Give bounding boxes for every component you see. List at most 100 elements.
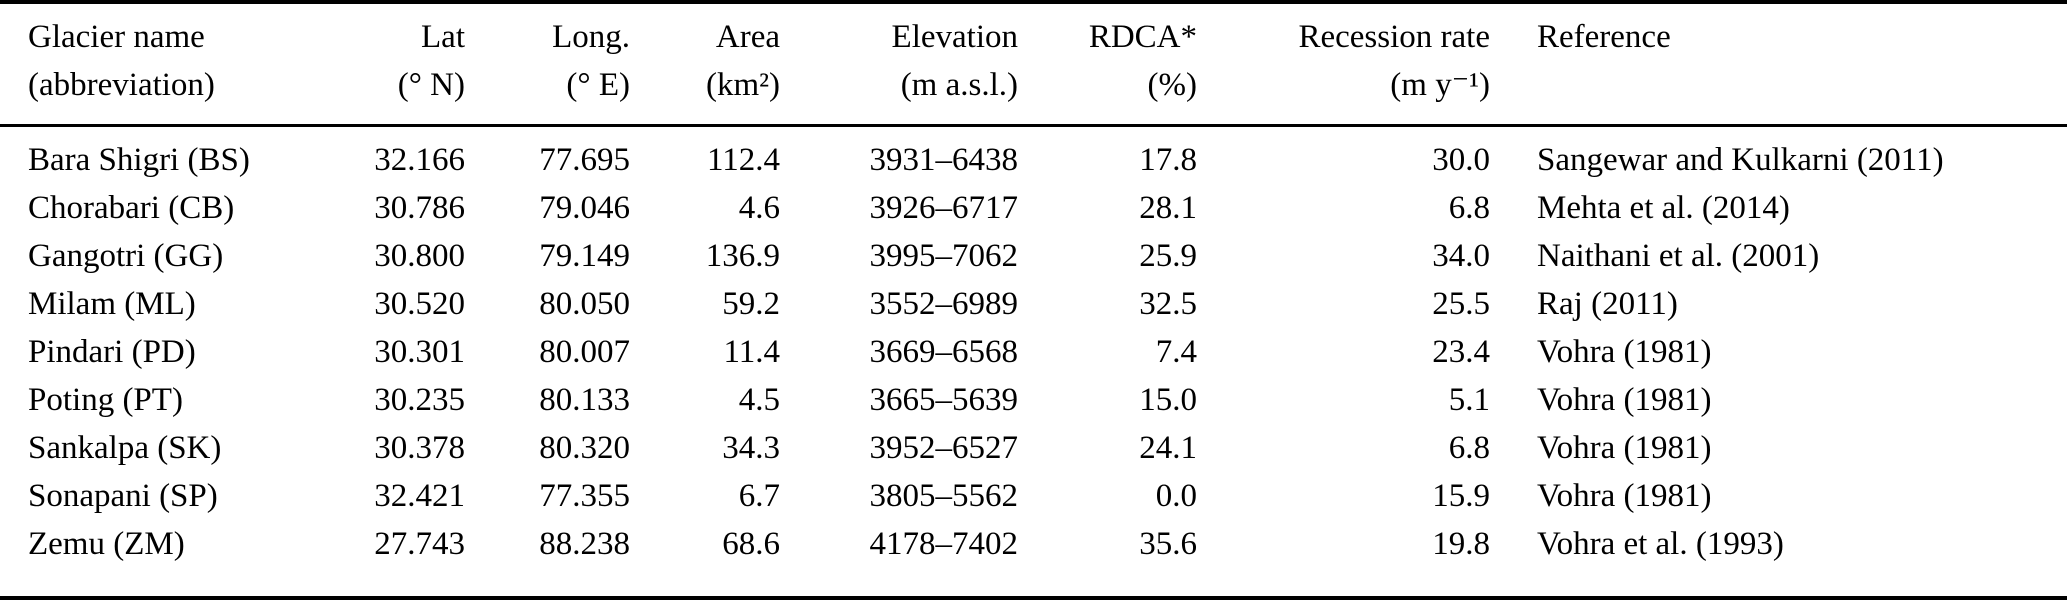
cell-glacier-name: Zemu (ZM) — [28, 526, 185, 562]
cell-recession-rate: 5.1 — [1448, 382, 1490, 418]
col-header-rdca: RDCA* — [1088, 19, 1197, 55]
cell-lat: 30.800 — [374, 238, 465, 274]
cell-rdca: 24.1 — [1139, 430, 1197, 466]
col-header-elevation: Elevation — [891, 19, 1018, 55]
cell-glacier-name: Chorabari (CB) — [28, 190, 235, 226]
cell-area: 68.6 — [722, 526, 780, 562]
cell-lat: 27.743 — [374, 526, 465, 562]
cell-reference: Vohra (1981) — [1537, 382, 1712, 418]
table-row: Milam (ML) 30.520 80.050 59.2 3552–6989 … — [0, 280, 2067, 328]
col-header-long: Long. — [552, 19, 630, 55]
cell-long: 88.238 — [539, 526, 630, 562]
table-row: Sonapani (SP) 32.421 77.355 6.7 3805–556… — [0, 472, 2067, 520]
cell-reference: Naithani et al. (2001) — [1537, 238, 1820, 274]
cell-area: 4.5 — [738, 382, 780, 418]
cell-lat: 30.378 — [374, 430, 465, 466]
table-row: Poting (PT) 30.235 80.133 4.5 3665–5639 … — [0, 376, 2067, 424]
cell-rdca: 32.5 — [1139, 286, 1197, 322]
cell-elevation: 3931–6438 — [869, 142, 1019, 178]
cell-long: 79.149 — [539, 238, 630, 274]
cell-elevation: 3805–5562 — [869, 478, 1019, 514]
cell-elevation: 3665–5639 — [869, 382, 1019, 418]
cell-reference: Vohra (1981) — [1537, 334, 1712, 370]
cell-lat: 32.421 — [374, 478, 465, 514]
cell-recession-rate: 6.8 — [1448, 190, 1490, 226]
cell-recession-rate: 25.5 — [1432, 286, 1490, 322]
cell-glacier-name: Sankalpa (SK) — [28, 430, 222, 466]
table-row: Bara Shigri (BS) 32.166 77.695 112.4 393… — [0, 126, 2067, 185]
table-row: Zemu (ZM) 27.743 88.238 68.6 4178–7402 3… — [0, 520, 2067, 598]
cell-glacier-name: Milam (ML) — [28, 286, 196, 322]
cell-area: 34.3 — [722, 430, 780, 466]
cell-long: 80.133 — [539, 382, 630, 418]
table-row: Gangotri (GG) 30.800 79.149 136.9 3995–7… — [0, 232, 2067, 280]
cell-recession-rate: 19.8 — [1432, 526, 1490, 562]
col-unit-rdca: (%) — [1018, 61, 1197, 127]
col-header-area: Area — [715, 19, 780, 55]
col-header-glacier-name: Glacier name — [28, 19, 205, 55]
col-unit-elevation: (m a.s.l.) — [780, 61, 1018, 127]
cell-elevation: 3669–6568 — [869, 334, 1019, 370]
cell-elevation: 3552–6989 — [869, 286, 1019, 322]
col-unit-long: (° E) — [465, 61, 630, 127]
header-row-titles: Glacier name Lat Long. Area Elevation RD… — [0, 2, 2067, 61]
cell-rdca: 15.0 — [1139, 382, 1197, 418]
cell-reference: Vohra (1981) — [1537, 478, 1712, 514]
cell-area: 112.4 — [706, 142, 780, 178]
cell-area: 11.4 — [723, 334, 780, 370]
cell-glacier-name: Gangotri (GG) — [28, 238, 224, 274]
table-body: Bara Shigri (BS) 32.166 77.695 112.4 393… — [0, 126, 2067, 599]
cell-recession-rate: 23.4 — [1432, 334, 1490, 370]
cell-lat: 32.166 — [374, 142, 465, 178]
cell-long: 80.007 — [539, 334, 630, 370]
cell-glacier-name: Poting (PT) — [28, 382, 183, 418]
cell-area: 59.2 — [722, 286, 780, 322]
cell-elevation: 3952–6527 — [869, 430, 1019, 466]
table-row: Pindari (PD) 30.301 80.007 11.4 3669–656… — [0, 328, 2067, 376]
cell-glacier-name: Pindari (PD) — [28, 334, 196, 370]
cell-reference: Vohra et al. (1993) — [1537, 526, 1784, 562]
cell-lat: 30.235 — [374, 382, 465, 418]
cell-elevation: 3926–6717 — [869, 190, 1019, 226]
cell-recession-rate: 30.0 — [1432, 142, 1490, 178]
table-row: Chorabari (CB) 30.786 79.046 4.6 3926–67… — [0, 184, 2067, 232]
cell-long: 77.695 — [539, 142, 630, 178]
cell-lat: 30.786 — [374, 190, 465, 226]
cell-rdca: 35.6 — [1139, 526, 1197, 562]
cell-reference: Sangewar and Kulkarni (2011) — [1537, 142, 1944, 178]
cell-long: 79.046 — [539, 190, 630, 226]
cell-long: 77.355 — [539, 478, 630, 514]
col-header-lat: Lat — [421, 19, 465, 55]
cell-recession-rate: 34.0 — [1432, 238, 1490, 274]
cell-area: 6.7 — [738, 478, 780, 514]
cell-long: 80.050 — [539, 286, 630, 322]
cell-rdca: 7.4 — [1155, 334, 1197, 370]
cell-lat: 30.301 — [374, 334, 465, 370]
cell-long: 80.320 — [539, 430, 630, 466]
cell-reference: Vohra (1981) — [1537, 430, 1712, 466]
cell-reference: Raj (2011) — [1537, 286, 1678, 322]
cell-area: 136.9 — [705, 238, 780, 274]
col-unit-reference — [1490, 61, 2067, 127]
col-header-recession-rate: Recession rate — [1298, 19, 1490, 55]
header-row-units: (abbreviation) (° N) (° E) (km²) (m a.s.… — [0, 61, 2067, 127]
col-header-reference: Reference — [1537, 19, 1671, 55]
cell-rdca: 28.1 — [1139, 190, 1197, 226]
cell-lat: 30.520 — [374, 286, 465, 322]
cell-recession-rate: 6.8 — [1448, 430, 1490, 466]
cell-elevation: 3995–7062 — [869, 238, 1019, 274]
cell-elevation: 4178–7402 — [869, 526, 1019, 562]
table-header: Glacier name Lat Long. Area Elevation RD… — [0, 2, 2067, 127]
cell-reference: Mehta et al. (2014) — [1537, 190, 1790, 226]
cell-rdca: 25.9 — [1139, 238, 1197, 274]
cell-glacier-name: Bara Shigri (BS) — [28, 142, 250, 178]
cell-glacier-name: Sonapani (SP) — [28, 478, 218, 514]
cell-area: 4.6 — [738, 190, 780, 226]
col-unit-glacier-name: (abbreviation) — [0, 61, 330, 127]
col-unit-lat: (° N) — [330, 61, 465, 127]
cell-rdca: 0.0 — [1155, 478, 1197, 514]
col-unit-recession-rate: (m y⁻¹) — [1197, 61, 1490, 127]
table-row: Sankalpa (SK) 30.378 80.320 34.3 3952–65… — [0, 424, 2067, 472]
